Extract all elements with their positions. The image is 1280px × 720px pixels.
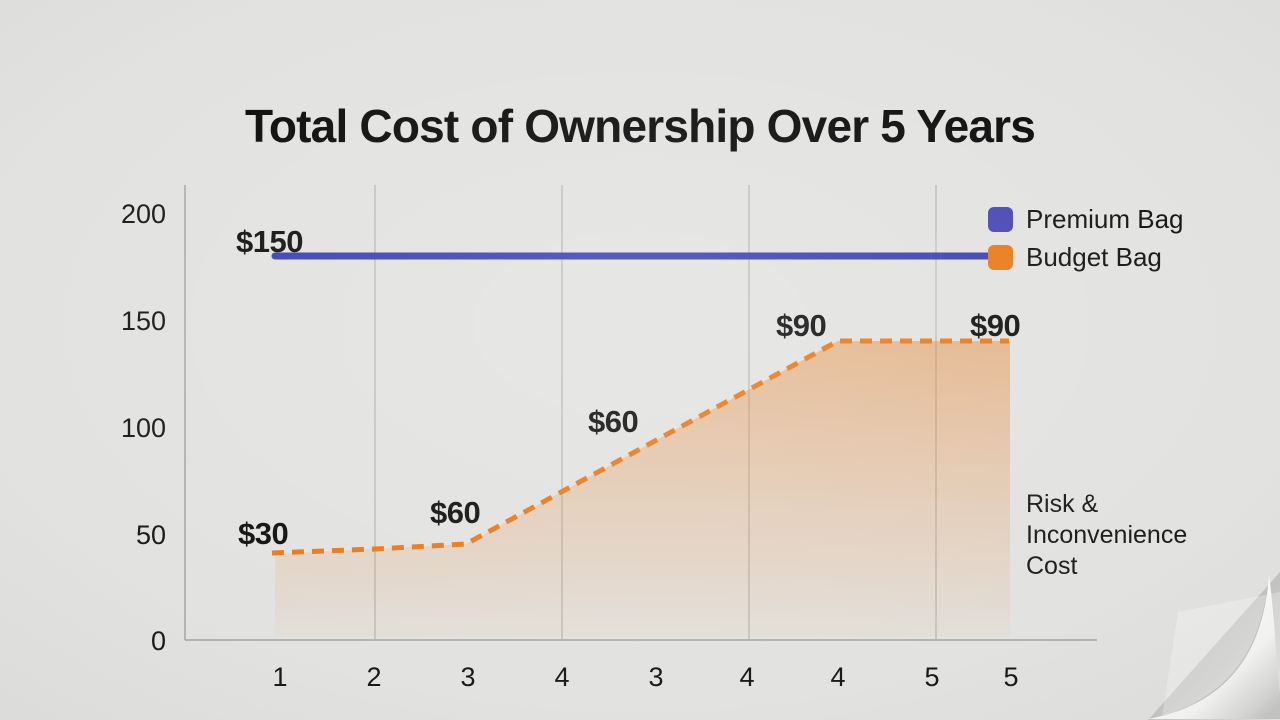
legend-label-budget: Budget Bag xyxy=(1026,242,1162,272)
data-label-budget-60b: $60 xyxy=(588,404,639,439)
data-label-budget-90b: $90 xyxy=(970,308,1021,343)
risk-annotation-line-3: Cost xyxy=(1026,552,1078,580)
y-tick-100: 100 xyxy=(120,413,166,443)
premium-bag-swatch-icon xyxy=(988,207,1013,232)
budget-bag-area xyxy=(275,341,1010,637)
x-tick-4: 4 xyxy=(554,662,570,692)
data-label-premium-150: $150 xyxy=(236,224,303,259)
legend-item-premium: Premium Bag xyxy=(988,204,1184,235)
budget-bag-line xyxy=(271,338,1009,556)
x-tick-8: 5 xyxy=(924,662,940,692)
budget-bag-swatch-icon xyxy=(988,245,1013,270)
risk-annotation-line-2: Inconvenience xyxy=(1026,521,1188,549)
data-label-budget-60a: $60 xyxy=(430,495,481,530)
y-tick-150: 150 xyxy=(120,306,166,336)
y-tick-200: 200 xyxy=(120,199,166,229)
chart-title: Total Cost of Ownership Over 5 Years xyxy=(244,100,1036,152)
legend-item-budget: Budget Bag xyxy=(988,242,1162,273)
risk-annotation-line-1: Risk & xyxy=(1026,490,1099,518)
legend-label-premium: Premium Bag xyxy=(1026,204,1184,234)
y-tick-50: 50 xyxy=(135,520,166,550)
data-label-budget-90a: $90 xyxy=(776,308,827,343)
page-curl xyxy=(1148,572,1280,720)
x-tick-9: 5 xyxy=(1003,662,1019,692)
x-tick-3: 3 xyxy=(460,662,476,692)
data-label-budget-30: $30 xyxy=(238,516,289,551)
x-tick-7: 4 xyxy=(830,662,846,692)
x-tick-5: 3 xyxy=(648,662,664,692)
x-tick-1: 1 xyxy=(272,662,288,692)
risk-annotation: Risk & Inconvenience Cost xyxy=(1026,489,1187,582)
x-tick-6: 4 xyxy=(739,662,755,692)
page-curl-fold xyxy=(1148,574,1280,719)
x-tick-2: 2 xyxy=(366,662,382,692)
y-tick-0: 0 xyxy=(150,626,166,656)
